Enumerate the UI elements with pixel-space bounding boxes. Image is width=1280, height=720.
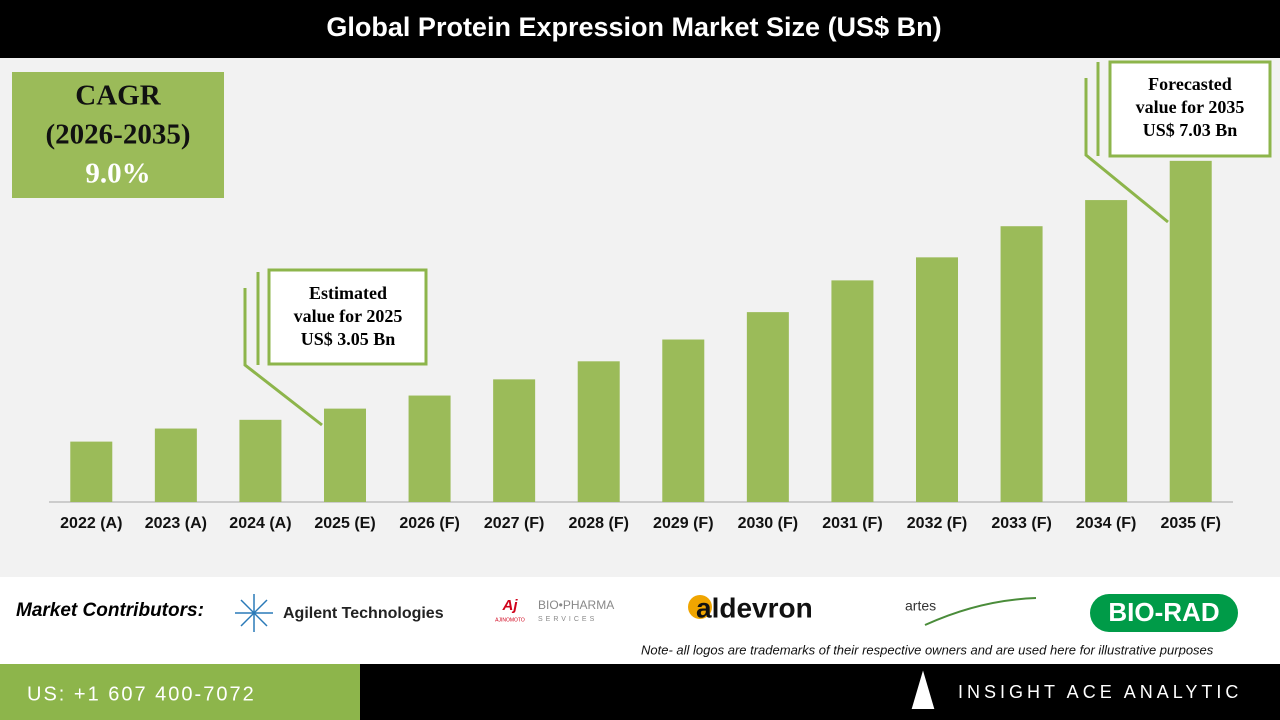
chart-title: Global Protein Expression Market Size (U…: [326, 12, 941, 42]
bar: [493, 379, 536, 502]
callout-box: [267, 268, 428, 366]
bar: [1169, 160, 1212, 502]
logo: Aj: [502, 597, 519, 614]
bar: [577, 361, 620, 502]
x-tick-label: 2035 (F): [1160, 515, 1220, 532]
bar: [154, 428, 197, 502]
x-tick-label: 2022 (A): [60, 515, 122, 532]
brand-icon: [911, 670, 935, 709]
x-tick-label: 2023 (A): [145, 515, 207, 532]
logo: SERVICES: [538, 616, 597, 623]
bar: [70, 441, 113, 502]
cagr-period: (2026-2035): [46, 119, 191, 151]
logo: artes: [905, 598, 936, 614]
logo: BIO-RAD: [1108, 597, 1219, 627]
callout-text: Forecasted: [1148, 74, 1232, 94]
callout-text: US$ 7.03 Bn: [1143, 120, 1238, 140]
callout-text: value for 2035: [1136, 97, 1245, 117]
phone: US: +1 607 400-7072: [27, 683, 256, 705]
callout-text: value for 2025: [294, 306, 403, 326]
phone-bar: [0, 664, 360, 720]
bar: [408, 395, 451, 502]
artes-swoosh: [924, 597, 1037, 626]
cagr-value: 9.0%: [85, 158, 150, 190]
cagr-box: [12, 72, 224, 198]
contributors-label: Market Contributors:: [16, 600, 204, 621]
x-tick-label: 2028 (F): [568, 515, 628, 532]
bar: [1000, 226, 1043, 502]
x-tick-label: 2032 (F): [907, 515, 967, 532]
x-tick-label: 2030 (F): [738, 515, 798, 532]
x-tick-label: 2034 (F): [1076, 515, 1136, 532]
bar: [662, 339, 705, 502]
x-tick-label: 2026 (F): [399, 515, 459, 532]
x-tick-label: 2024 (A): [229, 515, 291, 532]
logo: aldevron: [696, 592, 813, 623]
bar: [746, 312, 789, 502]
bar: [1085, 200, 1128, 502]
bar: [916, 257, 958, 502]
callout-box: [1108, 60, 1272, 158]
biorad-badge: [1090, 594, 1238, 632]
note: Note- all logos are trademarks of their …: [641, 642, 1214, 657]
x-tick-label: 2033 (F): [991, 515, 1051, 532]
x-tick-label: 2029 (F): [653, 515, 713, 532]
logo: Agilent Technologies: [283, 605, 444, 622]
cagr-label: CAGR: [75, 80, 161, 112]
brand: INSIGHT ACE ANALYTIC: [958, 682, 1242, 702]
agilent-icon: [235, 594, 273, 632]
bar: [324, 408, 366, 502]
title-bar: [0, 0, 1280, 58]
bar: [831, 280, 874, 502]
callout-text: Estimated: [309, 283, 387, 303]
logo: BIO•PHARMA: [538, 598, 614, 612]
brand-bar: [360, 664, 1280, 720]
x-tick-label: 2025 (E): [314, 515, 375, 532]
bar: [239, 419, 282, 502]
aldevron-icon: [688, 595, 712, 619]
callout-text: US$ 3.05 Bn: [301, 329, 396, 349]
x-tick-label: 2031 (F): [822, 515, 882, 532]
callout-connectors: [243, 62, 1169, 427]
bars: 2022 (A) 2023 (A) 2024 (A) 2025 (E) 2026 (F)…: [60, 160, 1221, 532]
logo: AJINOMOTO: [495, 617, 525, 623]
x-tick-label: 2027 (F): [484, 515, 544, 532]
